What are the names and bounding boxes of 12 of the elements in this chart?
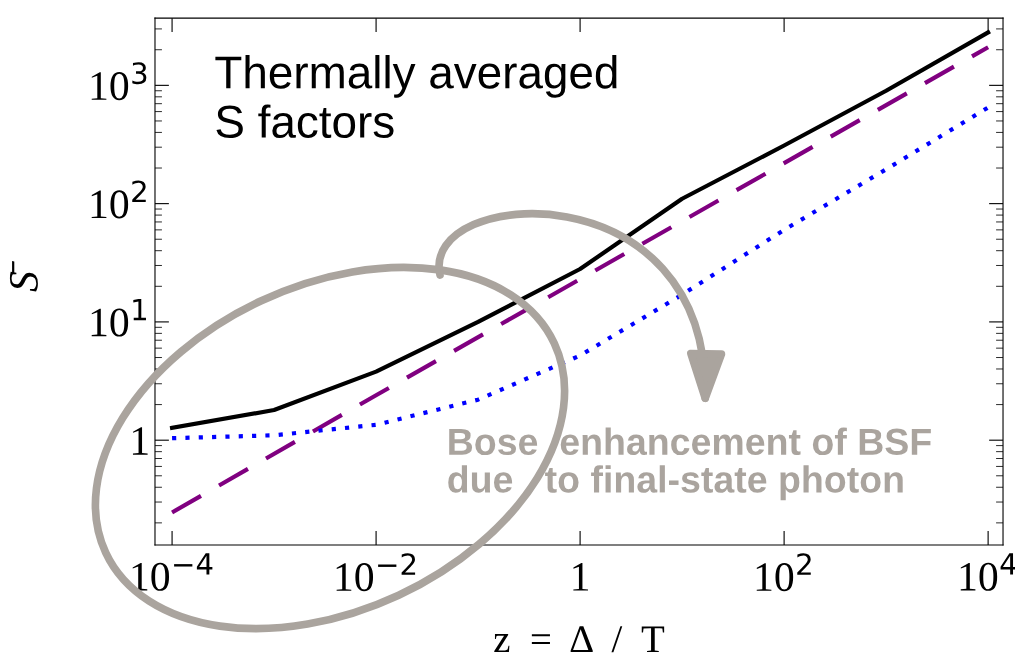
x-axis-title: z = Δ / T: [494, 626, 665, 653]
x-tick-label: 1: [573, 563, 589, 591]
x-tick-label: 10$^{−2}$: [336, 553, 416, 592]
annotation: Thermally averaged S factors: [215, 55, 617, 139]
x-tick-label: 10$^{2}$: [756, 553, 811, 592]
x-tick-label: 10$^{−4}$: [132, 553, 213, 591]
y-tick-label: 10$^{3}$: [91, 62, 147, 101]
y-axis-title: S̄: [9, 261, 38, 292]
y-tick-label: 1: [132, 427, 148, 455]
annotation: Bose enhancement of BSF due to final-state photon: [448, 427, 931, 501]
y-tick-label: 10$^{1}$: [91, 298, 146, 337]
y-tick-label: 10$^{2}$: [91, 180, 146, 219]
